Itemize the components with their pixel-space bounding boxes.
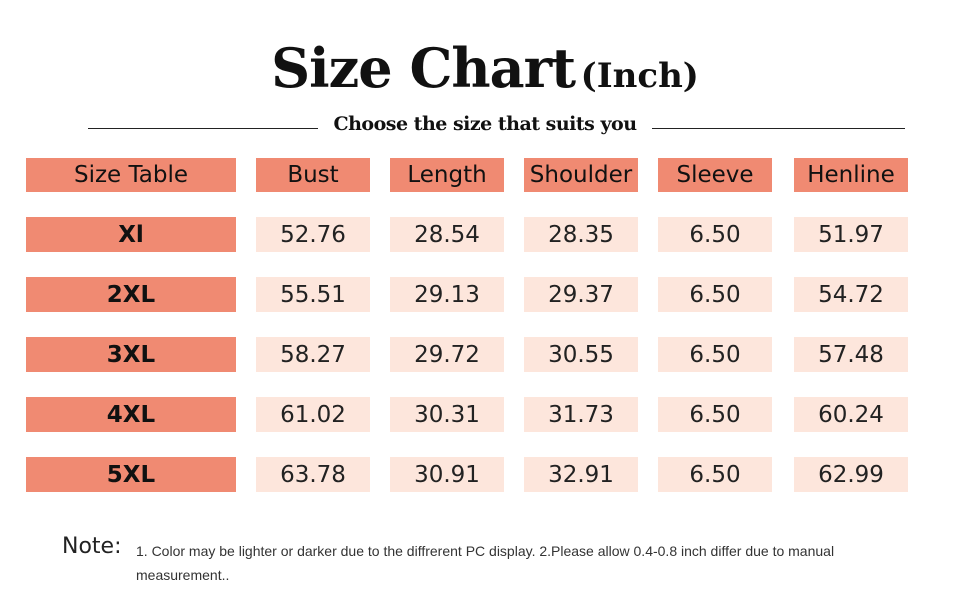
size-value: 58.27 bbox=[256, 337, 370, 372]
size-value: 57.48 bbox=[794, 337, 908, 372]
size-value: 6.50 bbox=[658, 457, 772, 492]
size-value: 55.51 bbox=[256, 277, 370, 312]
size-value: 6.50 bbox=[658, 337, 772, 372]
size-value: 51.97 bbox=[794, 217, 908, 252]
size-value: 54.72 bbox=[794, 277, 908, 312]
note-text: 1. Color may be lighter or darker due to… bbox=[136, 543, 835, 583]
size-value: 30.31 bbox=[390, 397, 504, 432]
size-value: 28.35 bbox=[524, 217, 638, 252]
title-block: Size Chart (Inch) bbox=[0, 36, 970, 100]
size-value: 30.91 bbox=[390, 457, 504, 492]
size-value: 29.13 bbox=[390, 277, 504, 312]
column-header: Shoulder bbox=[524, 158, 638, 192]
size-label: 5XL bbox=[26, 457, 236, 492]
size-label: 2XL bbox=[26, 277, 236, 312]
size-label: 3XL bbox=[26, 337, 236, 372]
size-label: Xl bbox=[26, 217, 236, 252]
column-header: Sleeve bbox=[658, 158, 772, 192]
size-value: 6.50 bbox=[658, 397, 772, 432]
size-value: 62.99 bbox=[794, 457, 908, 492]
size-value: 28.54 bbox=[390, 217, 504, 252]
title-unit: (Inch) bbox=[580, 56, 699, 96]
size-value: 6.50 bbox=[658, 277, 772, 312]
size-value: 52.76 bbox=[256, 217, 370, 252]
size-value: 63.78 bbox=[256, 457, 370, 492]
column-header: Length bbox=[390, 158, 504, 192]
size-value: 29.72 bbox=[390, 337, 504, 372]
column-header: Size Table bbox=[26, 158, 236, 192]
rule bbox=[88, 128, 318, 129]
column-header: Henline bbox=[794, 158, 908, 192]
size-value: 61.02 bbox=[256, 397, 370, 432]
size-value: 6.50 bbox=[658, 217, 772, 252]
size-value: 32.91 bbox=[524, 457, 638, 492]
subtitle: Choose the size that suits you bbox=[333, 113, 637, 135]
rule bbox=[652, 128, 905, 129]
note-label: Note: bbox=[62, 534, 122, 559]
title: Size Chart bbox=[271, 36, 576, 100]
size-label: 4XL bbox=[26, 397, 236, 432]
size-value: 29.37 bbox=[524, 277, 638, 312]
size-value: 30.55 bbox=[524, 337, 638, 372]
size-value: 60.24 bbox=[794, 397, 908, 432]
column-header: Bust bbox=[256, 158, 370, 192]
size-value: 31.73 bbox=[524, 397, 638, 432]
